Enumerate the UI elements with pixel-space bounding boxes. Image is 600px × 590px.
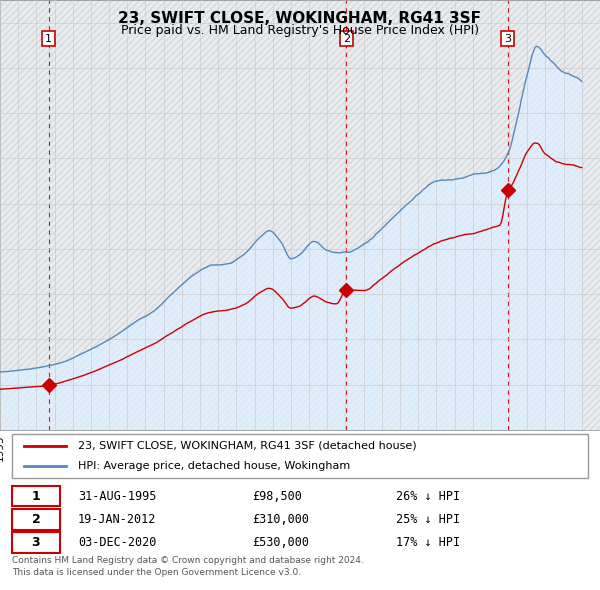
Text: 25% ↓ HPI: 25% ↓ HPI xyxy=(396,513,460,526)
Text: £530,000: £530,000 xyxy=(252,536,309,549)
Text: 23, SWIFT CLOSE, WOKINGHAM, RG41 3SF: 23, SWIFT CLOSE, WOKINGHAM, RG41 3SF xyxy=(119,11,482,25)
Text: £310,000: £310,000 xyxy=(252,513,309,526)
Text: 23, SWIFT CLOSE, WOKINGHAM, RG41 3SF (detached house): 23, SWIFT CLOSE, WOKINGHAM, RG41 3SF (de… xyxy=(78,441,416,451)
Text: 3: 3 xyxy=(32,536,40,549)
Text: 26% ↓ HPI: 26% ↓ HPI xyxy=(396,490,460,503)
Text: 1: 1 xyxy=(32,490,40,503)
Text: Price paid vs. HM Land Registry's House Price Index (HPI): Price paid vs. HM Land Registry's House … xyxy=(121,24,479,37)
Text: 3: 3 xyxy=(504,34,511,44)
Text: 19-JAN-2012: 19-JAN-2012 xyxy=(78,513,157,526)
Text: 2: 2 xyxy=(32,513,40,526)
Text: 17% ↓ HPI: 17% ↓ HPI xyxy=(396,536,460,549)
Text: HPI: Average price, detached house, Wokingham: HPI: Average price, detached house, Woki… xyxy=(78,461,350,471)
Text: 2: 2 xyxy=(343,34,350,44)
Text: 03-DEC-2020: 03-DEC-2020 xyxy=(78,536,157,549)
Text: £98,500: £98,500 xyxy=(252,490,302,503)
Text: Contains HM Land Registry data © Crown copyright and database right 2024.
This d: Contains HM Land Registry data © Crown c… xyxy=(12,556,364,576)
FancyBboxPatch shape xyxy=(12,434,588,478)
Text: 31-AUG-1995: 31-AUG-1995 xyxy=(78,490,157,503)
Text: 1: 1 xyxy=(45,34,52,44)
Bar xyxy=(12,509,60,529)
Bar xyxy=(12,532,60,553)
Bar xyxy=(12,486,60,506)
